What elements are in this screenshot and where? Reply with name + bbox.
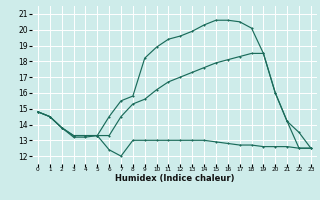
X-axis label: Humidex (Indice chaleur): Humidex (Indice chaleur) [115,174,234,183]
